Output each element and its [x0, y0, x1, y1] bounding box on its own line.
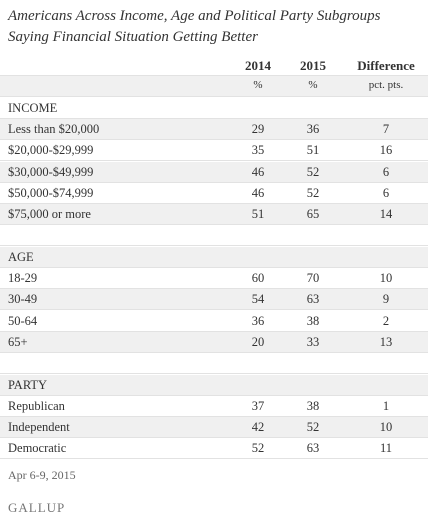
data-row: 18-29 60 70 10 — [0, 268, 428, 289]
spacer-row — [0, 353, 428, 375]
column-unit: pct. pts. — [368, 79, 404, 92]
row-label: Republican — [8, 398, 65, 413]
column-header: Difference — [357, 58, 415, 73]
row-label: Less than $20,000 — [8, 121, 100, 136]
cell-value: 35 — [251, 143, 265, 158]
cell-value: 63 — [306, 292, 320, 307]
cell-value: 33 — [306, 334, 320, 349]
cell-value: 10 — [379, 420, 393, 435]
column-header: 2015 — [300, 58, 326, 73]
cell-value: 51 — [251, 207, 265, 222]
row-label: $75,000 or more — [8, 207, 91, 222]
cell-value: 1 — [382, 398, 390, 413]
title-line: Saying Financial Situation Getting Bette… — [8, 29, 258, 45]
cell-value: 2 — [382, 313, 390, 328]
data-row: $75,000 or more 51 65 14 — [0, 204, 428, 226]
cell-value: 20 — [251, 334, 265, 349]
footer-source: GALLUP — [8, 500, 66, 515]
cell-value: 70 — [306, 271, 320, 285]
row-label: 30-49 — [8, 292, 38, 307]
column-unit: % — [308, 79, 318, 92]
cell-value: 9 — [382, 292, 390, 307]
cell-value: 13 — [379, 334, 393, 349]
header-row: 2014 2015 Difference — [0, 55, 428, 76]
unit-row: %% pct. pts. — [0, 76, 428, 98]
cell-value: 36 — [306, 121, 320, 136]
section-row: INCOME — [0, 98, 428, 119]
cell-value: 65 — [306, 207, 320, 222]
data-row: Democratic 52 63 11 — [0, 438, 428, 460]
data-row: $20,000-$29,999 35 51 16 — [0, 140, 428, 162]
row-label: $50,000-$74,999 — [8, 185, 94, 200]
cell-value: 11 — [379, 441, 393, 456]
cell-value: 38 — [306, 398, 320, 413]
data-row: Less than $20,000 29 36 7 — [0, 118, 428, 140]
cell-value: 16 — [379, 143, 393, 158]
cell-value: 54 — [251, 292, 265, 307]
cell-value: 51 — [306, 143, 320, 158]
cell-value: 63 — [306, 441, 320, 456]
cell-value: 52 — [306, 185, 320, 200]
data-row: Republican 37 38 1 — [0, 396, 428, 417]
row-label: 65+ — [8, 334, 28, 349]
section-label: PARTY — [8, 377, 48, 392]
row-label: Democratic — [8, 441, 67, 456]
cell-value: 37 — [251, 398, 265, 413]
cell-value: 52 — [306, 420, 320, 435]
data-row: 65+ 20 33 13 — [0, 331, 428, 353]
data-row: 50-64 36 38 2 — [0, 311, 428, 332]
data-row: Independent 42 52 10 — [0, 417, 428, 439]
cell-value: 60 — [251, 271, 265, 285]
cell-value: 6 — [382, 185, 390, 200]
section-row: AGE — [0, 246, 428, 268]
data-row: $30,000-$49,999 46 52 6 — [0, 161, 428, 183]
cell-value: 36 — [251, 313, 265, 328]
cell-value: 6 — [382, 164, 390, 179]
cell-value: 52 — [251, 441, 265, 456]
cell-value: 46 — [251, 185, 265, 200]
cell-value: 10 — [379, 271, 393, 285]
section-label: AGE — [8, 249, 34, 264]
title-line: Americans Across Income, Age and Politic… — [8, 8, 381, 24]
row-label: 50-64 — [8, 313, 38, 328]
cell-value: 42 — [251, 420, 265, 435]
data-row: 30-49 54 63 9 — [0, 289, 428, 311]
cell-value: 52 — [306, 164, 320, 179]
cell-value: 29 — [251, 121, 265, 136]
row-label: Independent — [8, 420, 70, 435]
footer-date: Apr 6-9, 2015 — [8, 468, 76, 482]
cell-value: 46 — [251, 164, 265, 179]
row-label: $20,000-$29,999 — [8, 143, 94, 158]
column-header: 2014 — [245, 58, 271, 73]
cell-value: 38 — [306, 313, 320, 328]
cell-value: 7 — [382, 121, 390, 136]
spacer-row — [0, 225, 428, 247]
section-label: INCOME — [8, 100, 58, 115]
data-row: $50,000-$74,999 46 52 6 — [0, 183, 428, 204]
section-row: PARTY — [0, 374, 428, 396]
column-unit: % — [253, 79, 263, 92]
row-label: 18-29 — [8, 271, 38, 285]
cell-value: 14 — [379, 207, 393, 222]
row-label: $30,000-$49,999 — [8, 164, 94, 179]
